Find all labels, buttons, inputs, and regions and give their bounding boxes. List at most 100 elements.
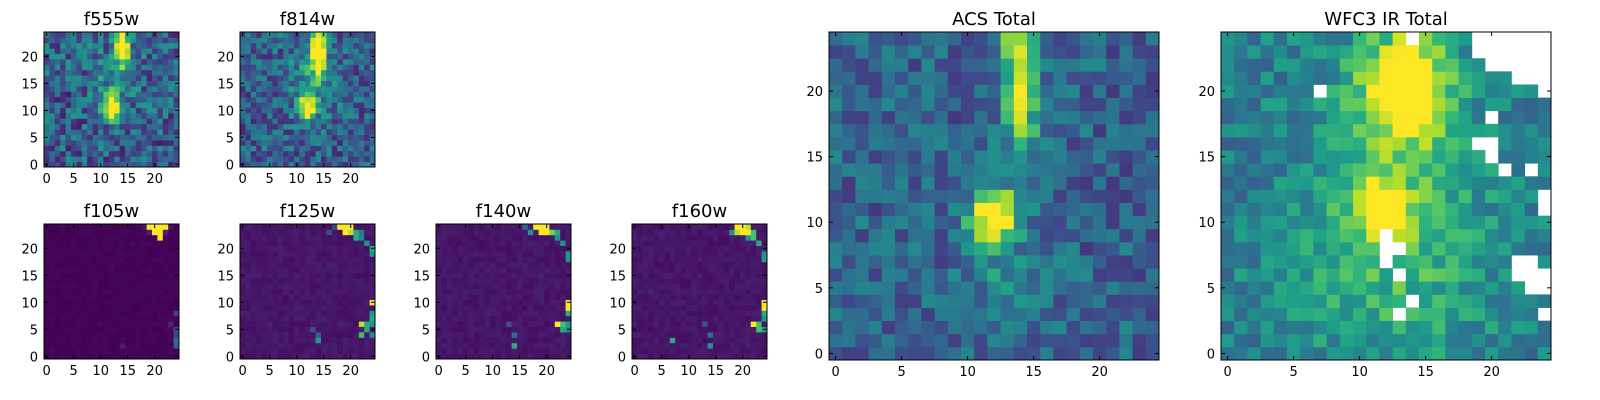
heatmap-cell — [538, 240, 545, 246]
heatmap-cell — [245, 69, 252, 76]
heatmap-cell — [517, 278, 523, 284]
heatmap-cell — [457, 299, 464, 306]
heatmap-cell — [54, 37, 61, 44]
heatmap-cell — [468, 234, 475, 241]
heatmap-cell — [669, 326, 676, 333]
heatmap-cell — [261, 123, 268, 130]
heatmap-cell — [103, 118, 110, 125]
heatmap-cell — [495, 251, 502, 257]
heatmap-cell — [130, 80, 137, 87]
heatmap-cell — [103, 42, 110, 49]
heatmap-cell — [533, 315, 539, 322]
heatmap-cell — [71, 64, 77, 71]
heatmap-cell — [1093, 215, 1107, 230]
heatmap-cell — [81, 224, 88, 230]
heatmap-cell — [680, 283, 687, 290]
heatmap-cell — [304, 337, 311, 344]
heatmap-cell — [304, 134, 311, 141]
heatmap-cell — [511, 272, 518, 279]
heatmap-cell — [71, 107, 77, 114]
heatmap-cell — [168, 342, 174, 349]
heatmap-cell — [173, 342, 180, 349]
heatmap-cell — [81, 315, 88, 322]
heatmap-cell — [92, 326, 99, 333]
heatmap-cell — [168, 283, 174, 290]
heatmap-cell — [1234, 333, 1248, 348]
heatmap-cell — [1471, 320, 1486, 335]
heatmap-cell — [441, 278, 448, 284]
heatmap-cell — [250, 96, 257, 103]
heatmap-cell — [457, 348, 464, 354]
heatmap-cell — [1145, 176, 1160, 190]
heatmap-cell — [130, 37, 137, 44]
heatmap-cell — [358, 234, 365, 241]
heatmap-cell — [321, 150, 327, 157]
heatmap-cell — [87, 107, 93, 114]
heatmap-cell — [908, 255, 922, 269]
heatmap-cell — [756, 234, 762, 241]
heatmap-cell — [288, 272, 295, 279]
heatmap-cell — [342, 42, 349, 49]
heatmap-cell — [256, 69, 262, 76]
heatmap-cell — [304, 261, 311, 268]
heatmap-cell — [108, 299, 115, 306]
heatmap-cell — [108, 156, 115, 162]
heatmap-cell — [479, 310, 485, 317]
heatmap-cell — [490, 326, 496, 333]
heatmap-cell — [549, 294, 556, 300]
heatmap-cell — [157, 118, 164, 125]
heatmap-cell — [1066, 58, 1081, 72]
heatmap-cell — [675, 342, 681, 349]
heatmap-cell — [277, 283, 284, 290]
heatmap-cell — [304, 229, 311, 236]
heatmap-cell — [740, 234, 746, 241]
heatmap-cell — [76, 64, 83, 71]
heatmap-cell — [358, 278, 365, 284]
heatmap-cell — [130, 251, 137, 257]
heatmap-cell — [1511, 294, 1525, 308]
heatmap-cell — [446, 278, 453, 284]
heatmap-cell — [141, 75, 147, 81]
heatmap-cell — [908, 163, 922, 177]
heatmap-cell — [152, 48, 158, 54]
heatmap-cell — [745, 321, 752, 327]
heatmap-cell — [549, 278, 556, 284]
heatmap-cell — [1326, 294, 1341, 308]
heatmap-cell — [152, 59, 158, 65]
heatmap-cell — [146, 96, 153, 103]
heatmap-cell — [1013, 123, 1028, 138]
heatmap-cell — [299, 332, 306, 338]
heatmap-cell — [463, 342, 469, 349]
heatmap-cell — [691, 294, 698, 300]
heatmap-cell — [250, 156, 257, 162]
heatmap-cell — [691, 283, 698, 290]
heatmap-cell — [1339, 176, 1354, 190]
heatmap-cell — [675, 332, 681, 338]
heatmap-cell — [71, 86, 77, 92]
heatmap-cell — [1366, 346, 1380, 361]
heatmap-cell — [304, 315, 311, 322]
heatmap-cell — [1405, 320, 1420, 335]
heatmap-cell — [479, 288, 485, 295]
heatmap-cell — [740, 305, 746, 311]
heatmap-cell — [648, 229, 654, 236]
heatmap-cell — [98, 42, 104, 49]
heatmap-cell — [1379, 163, 1393, 177]
heatmap-cell — [119, 75, 126, 81]
heatmap-cell — [364, 310, 370, 317]
heatmap-cell — [842, 189, 856, 203]
heatmap-cell — [358, 107, 365, 114]
heatmap-cell — [484, 305, 491, 311]
y-tick-label: 10 — [21, 104, 38, 119]
heatmap-cell — [310, 245, 316, 252]
heatmap-cell — [76, 150, 83, 157]
heatmap-cell — [554, 240, 561, 246]
heatmap-cell — [108, 278, 115, 284]
heatmap-cell — [44, 129, 50, 135]
heatmap-cell — [98, 150, 104, 157]
heatmap-cell — [152, 256, 158, 263]
heatmap-cell — [506, 245, 512, 252]
heatmap-cell — [1106, 58, 1120, 72]
heatmap-cell — [506, 315, 512, 322]
heatmap-cell — [696, 240, 703, 246]
